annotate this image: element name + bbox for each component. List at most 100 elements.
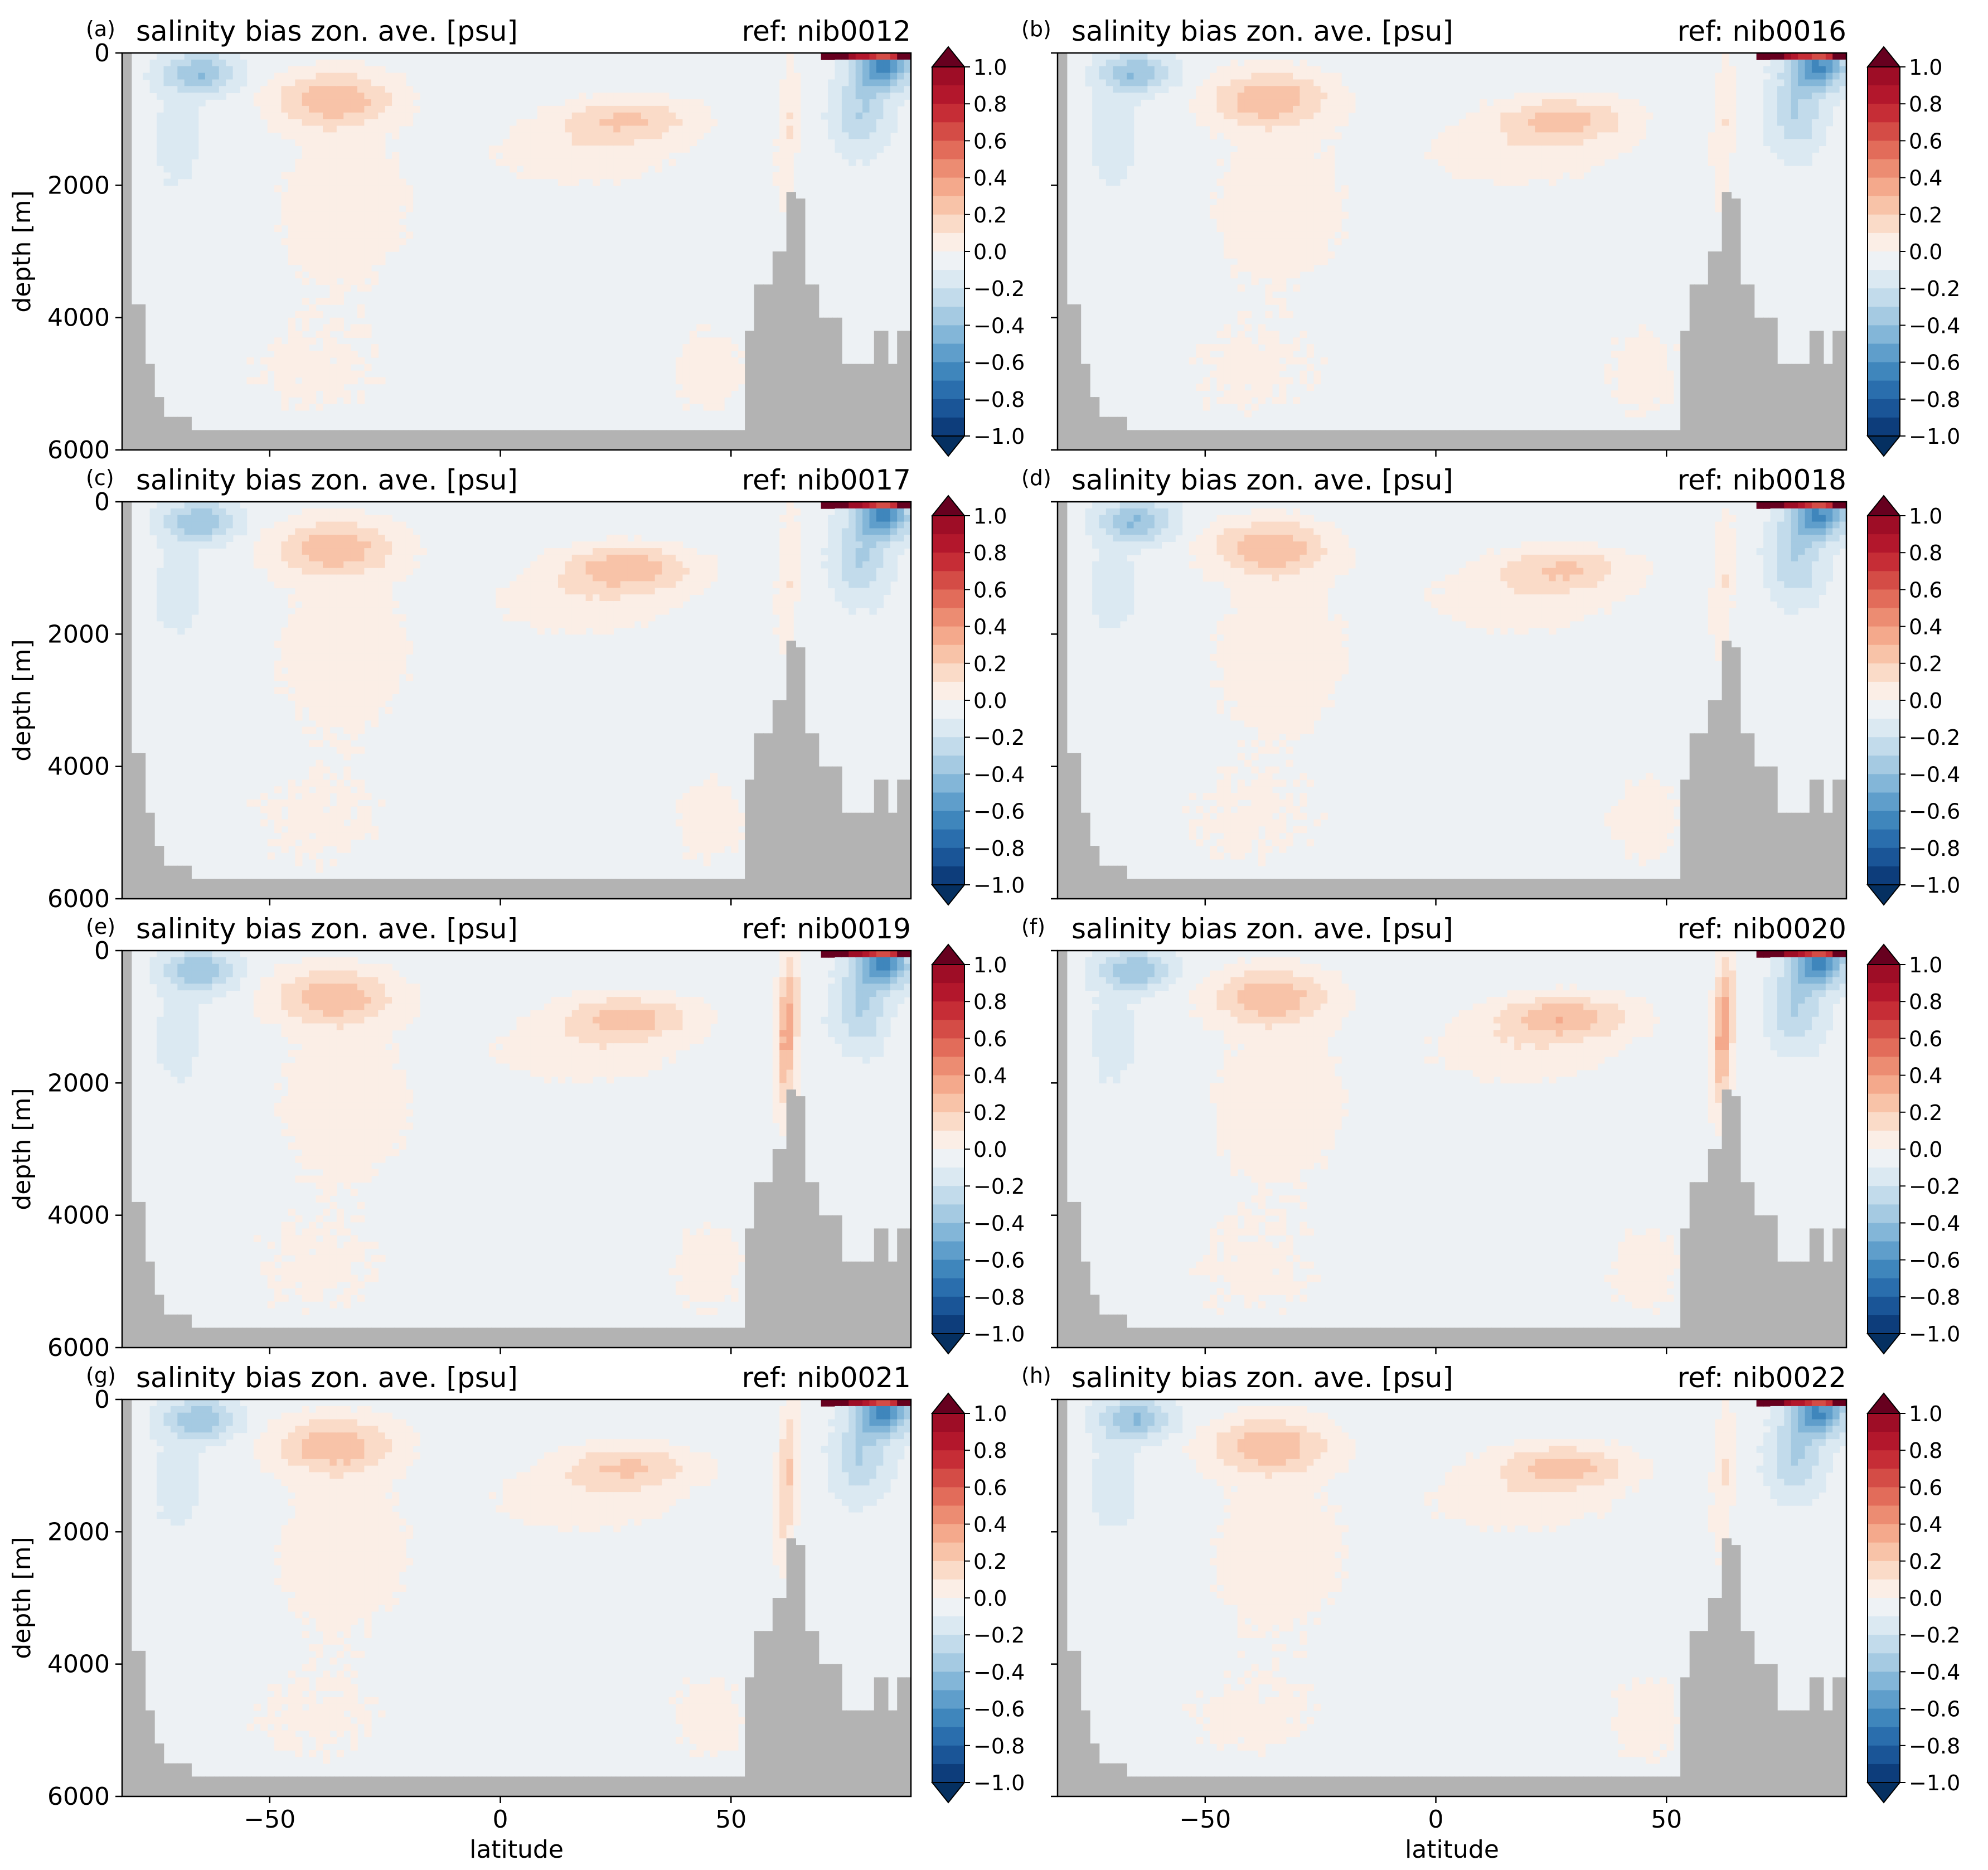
heatmap-cell bbox=[1445, 158, 1453, 166]
heatmap-cell bbox=[703, 397, 711, 404]
heatmap-cell bbox=[1563, 125, 1570, 133]
heatmap-cell bbox=[343, 653, 351, 661]
heatmap-cell bbox=[1300, 59, 1307, 67]
heatmap-cell bbox=[779, 621, 787, 628]
bathymetry-column bbox=[371, 430, 376, 450]
heatmap-cell bbox=[1286, 158, 1293, 166]
heatmap-cell bbox=[1666, 384, 1674, 391]
heatmap-cell bbox=[1563, 152, 1570, 159]
heatmap-cell bbox=[399, 535, 406, 542]
heatmap-cell bbox=[731, 344, 739, 351]
heatmap-cell bbox=[309, 826, 317, 834]
heatmap-cell bbox=[662, 152, 670, 159]
heatmap-cell bbox=[385, 641, 392, 648]
heatmap-cell bbox=[392, 535, 400, 542]
heatmap-cell bbox=[862, 574, 870, 582]
heatmap-cell bbox=[1286, 198, 1293, 206]
heatmap-cell bbox=[1306, 225, 1314, 232]
heatmap-cell bbox=[1555, 105, 1563, 113]
heatmap-cell bbox=[551, 112, 559, 120]
heatmap-cell bbox=[343, 211, 351, 219]
heatmap-cell bbox=[848, 152, 856, 159]
bathymetry-column bbox=[1819, 331, 1824, 450]
heatmap-cell bbox=[793, 561, 801, 569]
heatmap-cell bbox=[184, 561, 192, 569]
heatmap-cell bbox=[1480, 105, 1487, 113]
heatmap-cell bbox=[267, 554, 275, 562]
heatmap-cell bbox=[1611, 112, 1619, 120]
heatmap-cell bbox=[1777, 139, 1785, 146]
heatmap-cell bbox=[343, 125, 351, 133]
heatmap-cell bbox=[1715, 99, 1723, 106]
heatmap-cell bbox=[1258, 66, 1266, 74]
heatmap-cell bbox=[205, 502, 213, 509]
heatmap-cell bbox=[274, 548, 282, 555]
heatmap-cell bbox=[1494, 158, 1501, 166]
heatmap-cell bbox=[157, 72, 164, 80]
heatmap-cell bbox=[876, 99, 884, 106]
heatmap-cell bbox=[1230, 390, 1238, 398]
heatmap-cell bbox=[288, 72, 296, 80]
heatmap-cell bbox=[399, 72, 406, 80]
heatmap-cell bbox=[620, 607, 628, 615]
heatmap-cell bbox=[793, 574, 801, 582]
heatmap-cell bbox=[634, 607, 642, 615]
heatmap-cell bbox=[157, 574, 164, 582]
bathymetry-column bbox=[214, 430, 220, 450]
heatmap-cell bbox=[350, 165, 358, 173]
heatmap-cell bbox=[323, 278, 331, 285]
heatmap-cell bbox=[779, 634, 787, 641]
heatmap-cell bbox=[1085, 79, 1093, 87]
heatmap-cell bbox=[620, 139, 628, 146]
heatmap-cell bbox=[648, 93, 656, 100]
heatmap-cell bbox=[295, 351, 303, 358]
heatmap-cell bbox=[1604, 152, 1612, 159]
heatmap-cell bbox=[329, 271, 337, 279]
heatmap-cell bbox=[1320, 112, 1328, 120]
heatmap-cell bbox=[288, 515, 296, 522]
heatmap-cell bbox=[378, 660, 386, 668]
heatmap-cell bbox=[1632, 397, 1640, 404]
heatmap-cell bbox=[350, 86, 358, 93]
heatmap-cell bbox=[302, 614, 309, 622]
heatmap-cell bbox=[371, 112, 379, 120]
heatmap-cell bbox=[323, 112, 331, 120]
heatmap-cell bbox=[1597, 146, 1605, 153]
heatmap-cell bbox=[336, 700, 344, 708]
heatmap-cell bbox=[1832, 72, 1840, 80]
heatmap-cell bbox=[309, 641, 317, 648]
heatmap-cell bbox=[371, 86, 379, 93]
heatmap-cell bbox=[232, 53, 240, 60]
heatmap-cell bbox=[309, 384, 317, 391]
heatmap-cell bbox=[1521, 146, 1529, 153]
bathymetry-column bbox=[740, 430, 745, 450]
heatmap-cell bbox=[1147, 59, 1155, 67]
heatmap-cell bbox=[786, 574, 794, 582]
heatmap-cell bbox=[1105, 93, 1114, 100]
heatmap-cell bbox=[1230, 105, 1238, 113]
heatmap-cell bbox=[641, 146, 649, 153]
heatmap-cell bbox=[676, 581, 683, 589]
heatmap-cell bbox=[710, 806, 718, 813]
heatmap-cell bbox=[862, 99, 870, 106]
bathymetry-column bbox=[1403, 430, 1409, 450]
heatmap-cell bbox=[1590, 119, 1598, 127]
heatmap-cell bbox=[1445, 165, 1453, 173]
heatmap-cell bbox=[1458, 139, 1467, 146]
heatmap-cell bbox=[731, 364, 739, 371]
bathymetry-column bbox=[1279, 430, 1284, 450]
heatmap-cell bbox=[1265, 211, 1273, 219]
heatmap-cell bbox=[1722, 132, 1729, 140]
heatmap-cell bbox=[316, 660, 323, 668]
heatmap-cell bbox=[579, 105, 586, 113]
bathymetry-column bbox=[200, 430, 206, 450]
heatmap-cell bbox=[357, 561, 365, 569]
heatmap-cell bbox=[350, 627, 358, 635]
heatmap-cell bbox=[364, 172, 372, 180]
heatmap-cell bbox=[385, 660, 392, 668]
bathymetry-column bbox=[1722, 192, 1727, 450]
heatmap-cell bbox=[184, 568, 192, 575]
heatmap-cell bbox=[350, 152, 358, 159]
heatmap-cell bbox=[641, 99, 649, 106]
heatmap-cell bbox=[523, 568, 531, 575]
